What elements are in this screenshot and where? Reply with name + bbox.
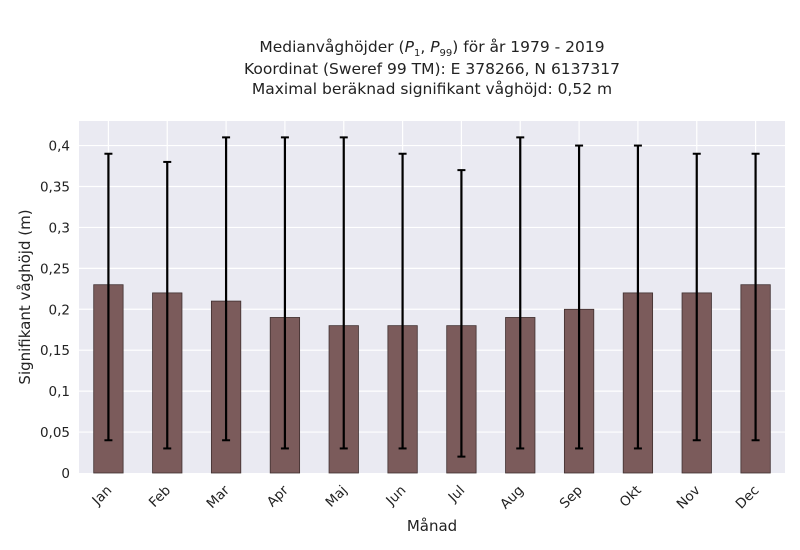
- x-tick-label: Jun: [382, 483, 409, 510]
- y-tick-label: 0,2: [49, 302, 70, 318]
- plot-area: [79, 121, 785, 473]
- y-tick-label: 0,4: [49, 139, 70, 155]
- x-tick-label: Dec: [733, 483, 763, 513]
- y-axis-label: Signifikant våghöjd (m): [16, 209, 34, 384]
- x-tick-label: Feb: [146, 483, 174, 511]
- x-axis-label: Månad: [407, 517, 457, 535]
- title-line-3: Maximal beräknad signifikant våghöjd: 0,…: [252, 80, 612, 98]
- x-tick-label: Apr: [264, 482, 292, 510]
- x-tick-labels: Jan Feb Mar Apr Maj Jun Jul Aug Sep Okt Nov Dec: [89, 482, 763, 512]
- x-tick-label: Nov: [674, 483, 704, 513]
- title-line-1: Medianvåghöjder (P1, P99) för år 1979 - …: [259, 38, 604, 59]
- y-tick-label: 0: [61, 466, 70, 482]
- y-tick-label: 0,1: [49, 384, 70, 400]
- x-tick-label: Aug: [497, 483, 527, 513]
- x-tick-label: Okt: [617, 483, 645, 511]
- x-tick-label: Jan: [89, 483, 116, 510]
- x-tick-label: Jul: [445, 483, 469, 507]
- y-tick-label: 0,05: [40, 425, 70, 441]
- error-bars: [104, 136, 760, 458]
- chart-title: Medianvåghöjder (P1, P99) för år 1979 - …: [244, 38, 620, 98]
- x-tick-label: Maj: [323, 483, 351, 511]
- y-tick-label: 0,35: [40, 179, 70, 195]
- y-tick-label: 0,15: [40, 343, 70, 359]
- title-line-2: Koordinat (Sweref 99 TM): E 378266, N 61…: [244, 60, 620, 78]
- x-tick-label: Mar: [204, 482, 234, 512]
- y-tick-labels: 0 0,05 0,1 0,15 0,2 0,25 0,3 0,35 0,4: [40, 139, 70, 482]
- y-tick-label: 0,3: [49, 220, 70, 236]
- x-tick-label: Sep: [557, 483, 586, 512]
- horizontal-gridlines: [79, 144, 785, 433]
- y-tick-label: 0,25: [40, 261, 70, 277]
